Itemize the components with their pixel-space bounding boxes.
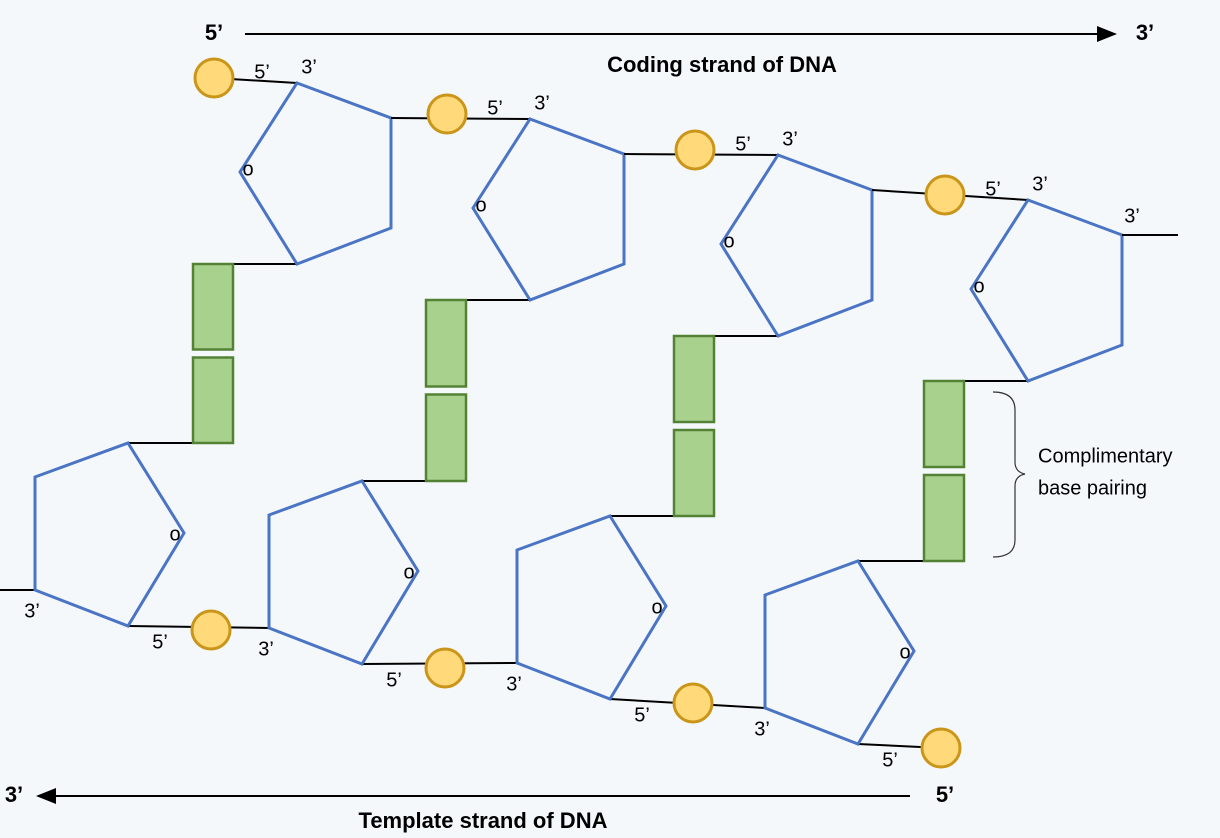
sugar-ring [969,198,1124,383]
base [922,379,966,469]
coding-title: Coding strand of DNA [607,52,837,77]
template-start: 3’ [5,782,23,807]
three-prime-label: 3’ [506,673,522,695]
five-prime-label: 5’ [634,704,650,726]
base [424,298,468,388]
template-title: Template strand of DNA [359,808,608,833]
ring-oxygen: o [475,194,486,216]
ring-oxygen: o [242,158,253,180]
base [922,473,966,563]
phosphate [426,93,468,135]
sugar-ring [33,441,186,628]
phosphate [424,647,466,689]
three-prime-label: 3’ [1032,173,1048,195]
five-prime-label: 5’ [254,61,270,83]
coding-start: 5’ [205,20,223,45]
sugar-ring [719,153,874,338]
three-prime-label: 3’ [534,92,550,114]
sugar-ring [267,479,420,666]
template-end: 5’ [936,782,954,807]
annotation-line: Complimentary [1038,445,1172,467]
three-prime-label: 3’ [301,56,317,78]
phosphate [920,727,962,769]
phosphate [190,609,232,651]
base [672,334,716,424]
phosphate [924,174,966,216]
sugar-ring [515,514,668,701]
phosphate [193,57,235,99]
annotation-line: base pairing [1038,477,1147,499]
base [191,356,235,445]
three-prime-label: 3’ [258,638,274,660]
three-prime-label: 3’ [754,718,770,740]
ring-oxygen: o [723,230,734,252]
coding-end: 3’ [1136,20,1154,45]
sugar-ring [471,117,626,302]
five-prime-label: 5’ [882,749,898,771]
ring-oxygen: o [169,523,180,545]
base [191,262,235,351]
five-prime-label: 5’ [152,631,168,653]
five-prime-label: 5’ [487,97,503,119]
ring-oxygen: o [651,596,662,618]
five-prime-label: 5’ [735,133,751,155]
three-prime-label: 3’ [1124,205,1140,227]
phosphate [672,682,714,724]
base [424,393,468,483]
three-prime-label: 3’ [782,128,798,150]
brace [992,391,1026,558]
ring-oxygen: o [899,641,910,663]
three-prime-label: 3’ [24,600,40,622]
sugar-ring [763,559,916,746]
ring-oxygen: o [973,275,984,297]
ring-oxygen: o [403,561,414,583]
base [672,428,716,518]
five-prime-label: 5’ [386,669,402,691]
phosphate [674,129,716,171]
five-prime-label: 5’ [985,178,1001,200]
sugar-ring [238,81,393,266]
